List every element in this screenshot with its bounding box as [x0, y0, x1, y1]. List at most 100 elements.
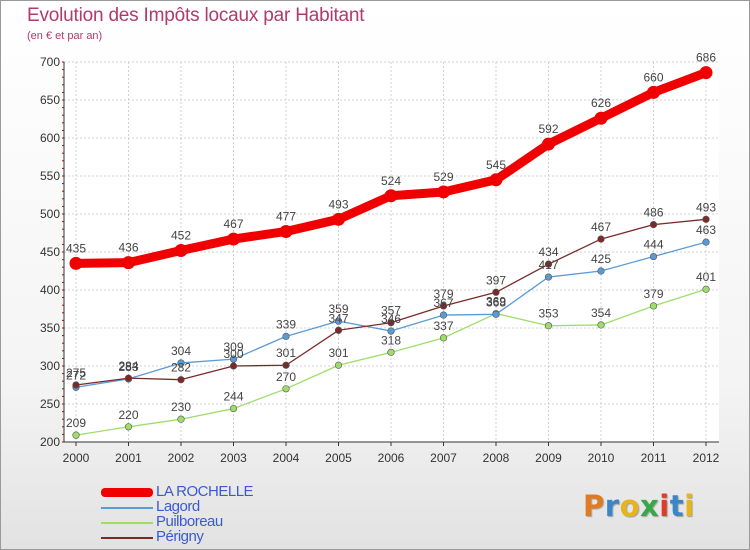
chart-subtitle: (en € et par an): [27, 30, 103, 42]
x-tick-label: 2006: [378, 451, 405, 465]
legend-label: LA ROCHELLE: [156, 483, 254, 500]
data-point: [282, 332, 290, 340]
logo-letter: i: [684, 489, 695, 523]
data-label: 467: [223, 217, 243, 231]
data-point: [229, 404, 238, 413]
data-point: [489, 173, 503, 187]
logo-letter: P: [583, 489, 605, 523]
data-label: 397: [486, 273, 506, 287]
data-point: [177, 359, 185, 367]
data-label: 339: [276, 317, 296, 331]
proxiti-logo: Proxiti: [583, 489, 695, 523]
data-label: 300: [223, 347, 243, 361]
data-label: 493: [328, 197, 348, 211]
x-tick-label: 2001: [115, 451, 142, 465]
y-tick-label: 650: [40, 93, 60, 107]
data-label: 270: [276, 370, 296, 384]
legend-label: Périgny: [156, 528, 204, 545]
y-tick-label: 600: [40, 131, 60, 145]
data-point: [72, 431, 80, 439]
x-tick-label: 2009: [535, 451, 562, 465]
data-point: [544, 322, 553, 330]
data-label: 486: [643, 206, 663, 220]
data-label: 417: [538, 258, 558, 272]
data-point: [334, 326, 343, 334]
chart-title: Evolution des Impôts locaux par Habitant: [27, 5, 365, 26]
legend-swatch: [101, 522, 153, 524]
legend-swatch: [101, 507, 153, 509]
data-point: [699, 66, 713, 80]
data-point: [439, 302, 448, 310]
data-point: [227, 232, 240, 246]
data-point: [649, 221, 658, 229]
data-point: [282, 385, 290, 393]
y-tick-label: 550: [40, 169, 60, 183]
data-label: 452: [171, 228, 191, 242]
data-label: 357: [381, 304, 401, 318]
data-label: 301: [328, 346, 348, 360]
data-point: [702, 285, 710, 293]
y-tick-label: 300: [40, 359, 60, 373]
data-point: [597, 267, 605, 275]
data-label: 346: [381, 312, 401, 326]
logo-letter: t: [669, 489, 685, 523]
data-point: [439, 334, 448, 342]
data-point: [282, 361, 290, 369]
data-point: [334, 317, 343, 325]
data-point: [174, 243, 188, 257]
data-label: 282: [171, 361, 191, 375]
data-point: [122, 256, 135, 270]
data-point: [492, 288, 500, 296]
data-label: 592: [538, 122, 558, 136]
data-point: [439, 311, 448, 319]
data-point: [492, 310, 500, 318]
y-tick-label: 250: [40, 397, 60, 411]
data-label: 284: [118, 359, 138, 373]
x-tick-label: 2012: [693, 451, 720, 465]
y-tick-label: 400: [40, 283, 60, 297]
data-label: 272: [66, 368, 86, 382]
data-label: 367: [433, 296, 453, 310]
data-point: [124, 374, 133, 382]
data-label: 425: [591, 252, 611, 266]
data-label: 368: [486, 295, 506, 309]
data-point: [177, 415, 185, 423]
logo-letter: r: [604, 489, 620, 523]
data-label: 347: [328, 311, 348, 325]
legend: LA ROCHELLE Lagord Puilboreau Périgny: [101, 483, 321, 545]
data-point: [387, 327, 395, 335]
data-point: [544, 273, 553, 281]
data-label: 354: [591, 306, 611, 320]
data-label: 545: [486, 158, 506, 172]
data-point: [437, 185, 450, 199]
logo-letter: i: [659, 489, 670, 523]
data-point: [702, 215, 710, 223]
data-label: 436: [118, 241, 138, 255]
data-label: 230: [171, 400, 191, 414]
data-point: [702, 238, 710, 246]
data-point: [649, 302, 658, 310]
data-label: 444: [643, 238, 663, 252]
data-label: 463: [696, 223, 716, 237]
x-tick-label: 2004: [273, 451, 300, 465]
data-label: 524: [381, 174, 401, 188]
legend-item: LA ROCHELLE: [101, 483, 321, 500]
y-tick-label: 450: [40, 245, 60, 259]
data-label: 301: [276, 346, 296, 360]
y-tick-label: 200: [40, 435, 60, 449]
data-point: [649, 252, 658, 261]
data-label: 283: [118, 360, 138, 374]
data-label: 435: [66, 241, 86, 255]
legend-label: Lagord: [156, 498, 200, 515]
legend-label: Puilboreau: [156, 513, 223, 530]
y-tick-label: 700: [40, 55, 60, 69]
x-tick-label: 2005: [325, 451, 352, 465]
data-label: 477: [276, 209, 296, 223]
data-point: [334, 361, 343, 369]
data-point: [597, 235, 605, 243]
data-point: [544, 260, 553, 268]
data-label: 379: [643, 287, 663, 301]
logo-letter: o: [619, 489, 641, 523]
